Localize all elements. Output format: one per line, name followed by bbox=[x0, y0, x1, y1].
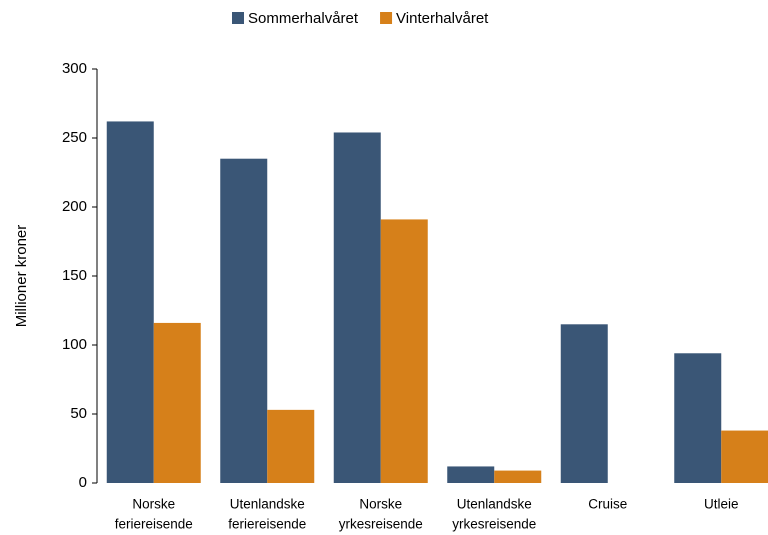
x-tick-label: yrkesreisende bbox=[339, 517, 423, 532]
bar bbox=[333, 132, 381, 484]
x-tick-label: yrkesreisende bbox=[452, 517, 536, 532]
y-tick-label: 0 bbox=[79, 474, 87, 491]
x-tick-label: Cruise bbox=[588, 497, 627, 512]
bar bbox=[220, 158, 268, 483]
bar bbox=[721, 430, 768, 483]
bar bbox=[153, 322, 201, 483]
y-tick-label: 100 bbox=[62, 336, 87, 353]
x-tick-label: Norske bbox=[359, 497, 402, 512]
x-tick-label: feriereisende bbox=[115, 517, 193, 532]
bar bbox=[560, 324, 608, 483]
x-tick-label: Utenlandske bbox=[230, 497, 305, 512]
legend-label: Vinterhalvåret bbox=[396, 10, 489, 27]
legend-swatch bbox=[232, 12, 244, 24]
y-tick-label: 150 bbox=[62, 267, 87, 284]
bar bbox=[447, 466, 495, 483]
y-tick-label: 200 bbox=[62, 198, 87, 215]
legend-swatch bbox=[380, 12, 393, 24]
x-tick-label: feriereisende bbox=[228, 517, 306, 532]
bar bbox=[494, 470, 542, 483]
x-tick-label: Utenlandske bbox=[457, 497, 532, 512]
bar bbox=[106, 121, 154, 483]
y-tick-label: 50 bbox=[70, 405, 87, 422]
y-axis-label: Millioner kroner bbox=[13, 225, 30, 328]
x-tick-label: Utleie bbox=[704, 497, 739, 512]
y-tick-label: 250 bbox=[62, 129, 87, 146]
y-tick-label: 300 bbox=[62, 60, 87, 77]
bar bbox=[380, 219, 428, 484]
legend-label: Sommerhalvåret bbox=[248, 10, 359, 27]
bar bbox=[674, 353, 722, 483]
bar bbox=[267, 409, 315, 483]
x-tick-label: Norske bbox=[132, 497, 175, 512]
